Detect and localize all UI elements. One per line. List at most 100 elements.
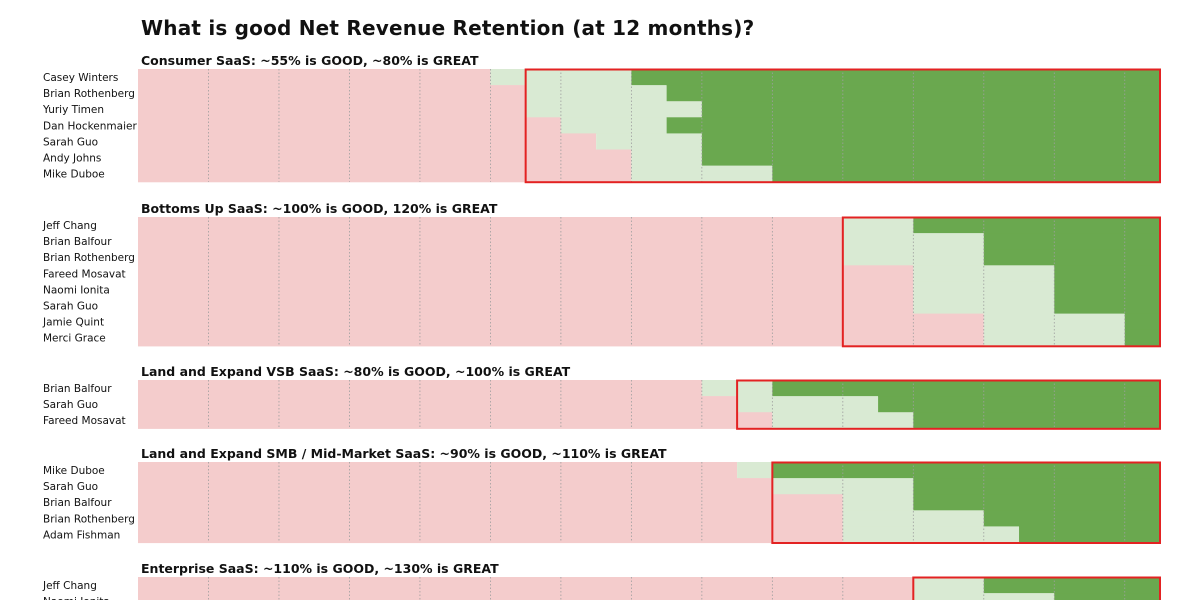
row-label: Jeff Chang [42, 580, 97, 592]
row-label: Brian Balfour [43, 497, 112, 509]
cell-great [983, 249, 1160, 266]
cell-great [983, 577, 1160, 594]
cell-great [913, 217, 1160, 234]
cell-great [1054, 265, 1160, 282]
section-5: Enterprise SaaS: ~110% is GOOD, ~130% is… [42, 561, 1162, 600]
cell-good [560, 117, 667, 134]
cell-good [737, 462, 773, 479]
cell-below-good [138, 233, 843, 250]
row-label: Brian Balfour [43, 236, 112, 248]
cell-good [913, 593, 1055, 600]
row-label: Adam Fishman [43, 529, 120, 541]
cell-good [983, 313, 1125, 331]
section-3: Land and Expand VSB SaaS: ~80% is GOOD, … [43, 364, 1161, 430]
section-title: Land and Expand SMB / Mid-Market SaaS: ~… [141, 446, 667, 461]
heatmap-row: Naomi Ionita [43, 281, 1160, 299]
cell-below-good [138, 101, 526, 118]
row-label: Sarah Guo [43, 399, 98, 411]
cell-below-good [138, 69, 491, 86]
row-label: Mike Duboe [43, 465, 105, 477]
row-label: Naomi Ionita [43, 596, 110, 600]
heatmap-row: Brian Rothenberg [43, 249, 1160, 266]
cell-great [772, 462, 1160, 479]
section-title: Bottoms Up SaaS: ~100% is GOOD, 120% is … [141, 201, 498, 216]
row-label: Brian Rothenberg [43, 513, 135, 525]
cell-good [525, 101, 702, 118]
heatmap-row: Merci Grace [43, 329, 1160, 347]
row-label: Andy Johns [43, 153, 101, 165]
cell-great [1054, 297, 1160, 315]
heatmap-row: Fareed Mosavat [43, 265, 1160, 282]
heatmap-row: Dan Hockenmaier [43, 117, 1160, 134]
cell-great [701, 133, 1160, 151]
heatmap-row: Mike Duboe [43, 165, 1160, 183]
cell-good [525, 85, 667, 102]
cell-good [842, 249, 984, 266]
cell-good [913, 281, 1055, 299]
cell-below-good [138, 396, 738, 413]
cell-great [1019, 526, 1160, 544]
cell-good [842, 233, 984, 250]
cell-below-good [138, 149, 632, 167]
section-4: Land and Expand SMB / Mid-Market SaaS: ~… [43, 446, 1162, 544]
cell-great [631, 69, 1160, 86]
cell-great [913, 494, 1160, 511]
cell-good [772, 412, 914, 429]
row-label: Jamie Quint [42, 317, 104, 329]
cell-good [842, 526, 1020, 544]
heatmap-row: Naomi Ionita [43, 593, 1160, 600]
cell-good [631, 165, 773, 183]
cell-good [842, 494, 914, 511]
heatmap-row: Andy Johns [43, 149, 1160, 167]
cell-good [842, 217, 914, 234]
cell-below-good [138, 462, 738, 479]
heatmap-row: Brian Balfour [43, 233, 1160, 250]
cell-below-good [138, 593, 914, 600]
cell-below-good [138, 297, 914, 315]
row-label: Fareed Mosavat [43, 268, 126, 280]
highlight-box [912, 576, 1162, 600]
cell-great [1124, 329, 1160, 347]
row-label: Casey Winters [43, 72, 118, 84]
cell-good [772, 478, 914, 495]
heatmap-row: Yuriy Timen [42, 101, 1160, 118]
heatmap-row: Jamie Quint [42, 313, 1160, 331]
heatmap-row: Casey Winters [43, 69, 1160, 86]
section-title: Consumer SaaS: ~55% is GOOD, ~80% is GRE… [141, 53, 479, 68]
cell-great [772, 380, 1160, 397]
cell-below-good [138, 281, 914, 299]
cell-great [878, 396, 1160, 413]
cell-below-good [138, 249, 843, 266]
cell-great [913, 478, 1160, 495]
heatmap-row: Brian Balfour [43, 380, 1160, 397]
heatmap-row: Brian Rothenberg [43, 510, 1160, 527]
cell-good [631, 149, 702, 167]
cell-great [772, 165, 1160, 183]
heatmap-row: Fareed Mosavat [43, 412, 1160, 429]
cell-below-good [138, 265, 914, 282]
heatmap-row: Adam Fishman [43, 526, 1160, 544]
row-label: Yuriy Timen [42, 104, 104, 116]
row-label: Sarah Guo [43, 301, 98, 313]
row-label: Dan Hockenmaier [43, 120, 137, 132]
heatmap-row: Sarah Guo [43, 297, 1160, 315]
row-label: Fareed Mosavat [43, 415, 126, 427]
heatmap-row: Sarah Guo [43, 133, 1160, 151]
highlight-box [841, 216, 1161, 348]
cell-below-good [138, 526, 843, 544]
section-title: Land and Expand VSB SaaS: ~80% is GOOD, … [141, 364, 571, 379]
cell-great [701, 149, 1160, 167]
cell-below-good [138, 577, 914, 594]
page-title: What is good Net Revenue Retention (at 1… [141, 16, 755, 40]
cell-great [983, 233, 1160, 250]
heatmap-row: Jeff Chang [42, 217, 1160, 234]
cell-below-good [138, 165, 632, 183]
highlight-box [736, 379, 1161, 430]
row-label: Jeff Chang [42, 220, 97, 232]
heatmap-row: Brian Rothenberg [43, 85, 1160, 102]
section-title: Enterprise SaaS: ~110% is GOOD, ~130% is… [141, 561, 499, 576]
cell-great [913, 412, 1160, 429]
heatmap-row: Sarah Guo [43, 478, 1160, 495]
row-label: Sarah Guo [43, 136, 98, 148]
